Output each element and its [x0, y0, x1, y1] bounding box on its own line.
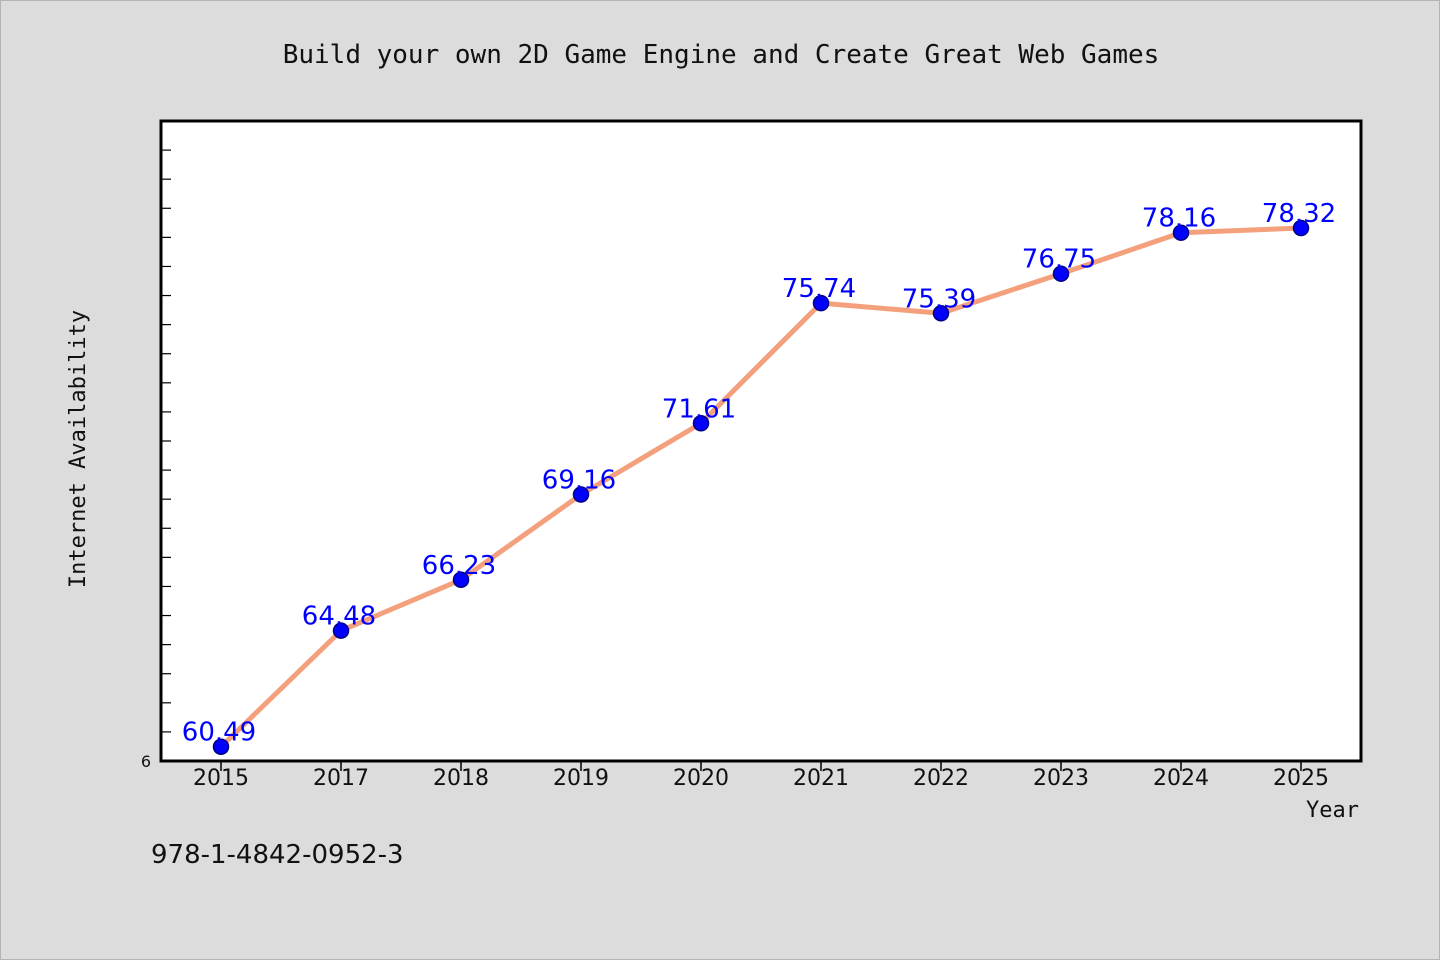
data-labels: 60.49 64.48 66.23 69.16 71.61 75.74 75.39 76.75…	[182, 199, 1336, 748]
x-tick-label: 2015	[193, 766, 249, 791]
x-tick-label: 2024	[1153, 766, 1209, 791]
data-point	[1052, 265, 1070, 282]
data-label: 78.32	[1262, 199, 1336, 229]
x-axis-ticks: 2015 2017 2018 2019 2020 2021 2022 2023 2024 2025	[193, 761, 1329, 791]
y-axis-ticks: 6	[141, 149, 171, 771]
data-point	[212, 738, 230, 755]
isbn-footer: 978-1-4842-0952-3	[151, 840, 404, 870]
x-tick-label: 2022	[913, 766, 969, 791]
data-point	[1292, 219, 1310, 237]
data-label: 76.75	[1022, 245, 1096, 275]
data-label: 69.16	[542, 466, 616, 496]
data-point	[1172, 224, 1190, 241]
series-line-group	[218, 225, 1304, 750]
data-point	[452, 571, 470, 589]
x-tick-label: 2019	[553, 766, 609, 791]
x-axis-label: Year	[1306, 798, 1359, 823]
y-tick-label: 6	[141, 752, 151, 771]
data-point	[692, 415, 710, 432]
plot-area	[159, 119, 1363, 763]
x-tick-label: 2025	[1273, 766, 1329, 791]
data-label: 64.48	[302, 602, 376, 632]
data-point	[812, 294, 830, 312]
x-tick-label: 2023	[1033, 766, 1089, 791]
data-label: 60.49	[182, 718, 256, 748]
data-label: 71.61	[662, 394, 736, 424]
data-label: 75.74	[782, 274, 856, 304]
chart-title: Build your own 2D Game Engine and Create…	[283, 40, 1160, 70]
data-label: 78.16	[1142, 204, 1216, 234]
data-markers	[212, 219, 1310, 755]
data-point	[932, 305, 950, 322]
x-tick-label: 2020	[673, 766, 729, 791]
data-label: 66.23	[422, 551, 496, 581]
series-line	[218, 225, 1304, 750]
x-tick-label: 2017	[313, 766, 369, 791]
x-tick-label: 2021	[793, 766, 849, 791]
y-axis-label: Internet Availability	[66, 310, 91, 588]
data-point	[572, 486, 590, 503]
data-point	[332, 622, 350, 639]
data-label: 75.39	[902, 284, 976, 314]
x-tick-label: 2018	[433, 766, 489, 791]
